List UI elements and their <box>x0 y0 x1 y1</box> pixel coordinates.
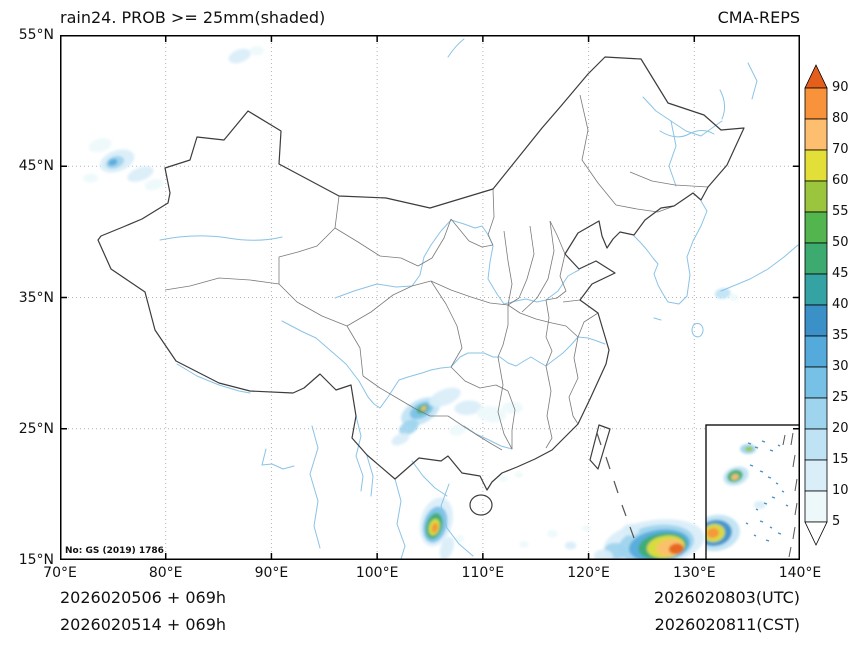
footer: 2026020506 + 069h 2026020803(UTC) 202602… <box>60 584 800 638</box>
precip-region <box>439 536 455 560</box>
precip-region <box>228 48 251 64</box>
colorbar-label: 70 <box>832 142 849 157</box>
precip-region <box>582 525 591 532</box>
precip-region <box>564 541 577 550</box>
precip-region <box>249 46 265 56</box>
x-tick-label: 90°E <box>254 565 289 581</box>
precip-region <box>428 387 461 407</box>
precip-region <box>547 529 558 538</box>
precip-region <box>144 178 164 191</box>
inset-precip-shading <box>706 444 766 552</box>
colorbar-label: 60 <box>832 173 849 188</box>
precip-region <box>391 433 410 446</box>
nine-dash-line <box>596 432 635 539</box>
valid-time-utc: 2026020803(UTC) <box>654 588 800 607</box>
colorbar-label: 25 <box>832 390 849 405</box>
colorbar-label: 50 <box>832 235 849 250</box>
title-bar: rain24. PROB >= 25mm(shaded) CMA-REPS <box>60 8 800 27</box>
colorbar <box>804 64 828 546</box>
precip-region <box>449 424 466 436</box>
colorbar-bar <box>804 64 828 546</box>
footer-row: 2026020506 + 069h 2026020803(UTC) <box>60 584 800 611</box>
precip-region <box>514 472 524 478</box>
footer-row: 2026020514 + 069h 2026020811(CST) <box>60 611 800 638</box>
inset-dash-line <box>782 432 798 558</box>
inset-precip-region <box>754 501 766 509</box>
precip-region <box>431 522 438 533</box>
map-license-number: No: GS (2019) 1786 <box>65 546 164 556</box>
colorbar-label: 40 <box>832 297 849 312</box>
valid-time-cst: 2026020811(CST) <box>654 615 800 634</box>
colorbar-label: 10 <box>832 483 849 498</box>
south-china-sea-inset <box>705 424 800 560</box>
x-tick-label: 140°E <box>778 565 822 581</box>
precip-region <box>420 406 427 411</box>
colorbar-label: 80 <box>832 111 849 126</box>
precip-region <box>668 543 684 555</box>
precip-region <box>501 401 524 414</box>
precip-region <box>728 293 739 302</box>
init-time-cst: 2026020514 + 069h <box>60 615 227 634</box>
map-area: No: GS (2019) 1786 <box>60 35 800 560</box>
precip-region <box>127 166 154 182</box>
precip-region <box>714 288 731 299</box>
colorbar-label: 30 <box>832 359 849 374</box>
precip-region <box>88 138 112 153</box>
y-tick-label: 35°N <box>18 289 54 306</box>
x-tick-label: 70°E <box>43 565 77 581</box>
colorbar-label: 20 <box>832 421 849 436</box>
province-boundaries <box>164 94 709 451</box>
x-tick-label: 100°E <box>355 565 399 581</box>
colorbar-label: 5 <box>832 514 841 529</box>
x-tick-label: 120°E <box>567 565 610 581</box>
colorbar-label: 45 <box>832 266 849 281</box>
precip-region <box>399 419 419 436</box>
y-tick-label: 15°N <box>18 552 54 568</box>
x-tick-label: 80°E <box>148 565 183 581</box>
graticule-grid <box>60 35 800 560</box>
precip-region <box>83 173 99 183</box>
colorbar-label: 90 <box>832 80 849 95</box>
y-tick-label: 55°N <box>18 27 54 43</box>
map-frame <box>60 35 800 560</box>
precip-region <box>498 475 508 482</box>
y-tick-label: 45°N <box>18 158 54 175</box>
colorbar-label: 55 <box>832 204 849 219</box>
model-label: CMA-REPS <box>717 8 800 27</box>
precip-probability-shading <box>83 46 739 560</box>
rivers-and-foreign-coastlines <box>159 38 799 560</box>
precip-region <box>519 540 529 548</box>
inset-precip-region <box>745 446 753 452</box>
precip-region <box>108 158 118 166</box>
colorbar-label: 35 <box>832 328 849 343</box>
x-tick-label: 110°E <box>461 565 505 581</box>
y-tick-label: 25°N <box>18 420 54 437</box>
precip-region <box>455 535 464 543</box>
x-tick-label: 130°E <box>672 565 716 581</box>
china-map-canvas <box>60 35 800 560</box>
inset-islands <box>745 440 789 542</box>
init-time-utc: 2026020506 + 069h <box>60 588 227 607</box>
colorbar-label: 15 <box>832 452 849 467</box>
precip-region <box>454 400 482 416</box>
inset-precip-region <box>707 527 719 539</box>
china-outline <box>97 56 745 516</box>
inset-precip-region <box>731 473 739 481</box>
page-title: rain24. PROB >= 25mm(shaded) <box>60 8 326 27</box>
